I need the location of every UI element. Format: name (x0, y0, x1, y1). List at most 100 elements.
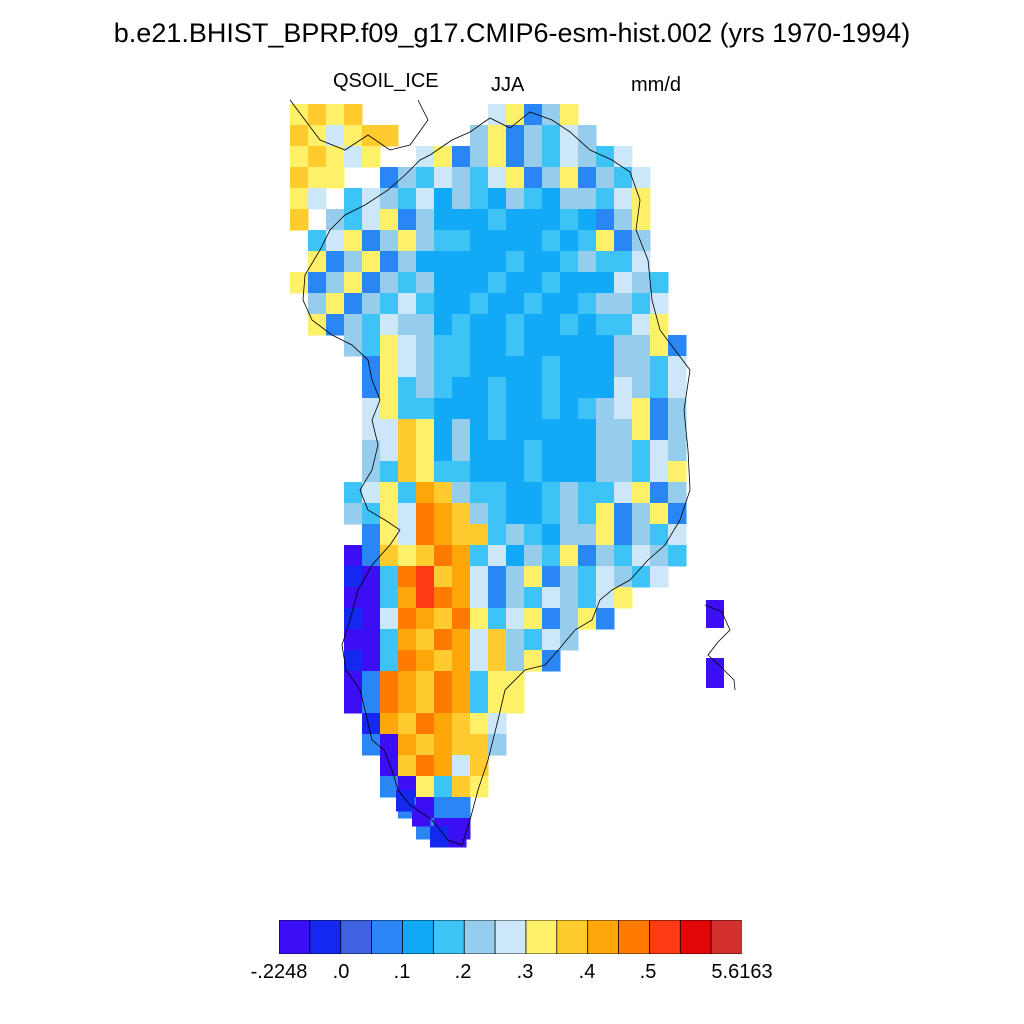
map-cell (362, 734, 381, 756)
map-cell (416, 713, 435, 735)
map-cell (398, 272, 417, 294)
colorbar-swatch (618, 920, 651, 954)
map-cell (524, 146, 543, 168)
map-cell (362, 356, 381, 378)
map-cell (398, 755, 417, 777)
map-cell (398, 377, 417, 399)
colorbar-label-3: .2 (454, 961, 472, 983)
map-cell (398, 188, 417, 210)
map-cell (470, 587, 489, 609)
map-cell (650, 545, 669, 567)
map-cell (614, 587, 633, 609)
map-cell (506, 671, 525, 693)
map-cell (452, 335, 471, 357)
map-cell (524, 482, 543, 504)
map-cell (344, 587, 363, 609)
map-cell (668, 482, 687, 504)
map-cell (506, 167, 525, 189)
map-cell (416, 587, 435, 609)
map-cell (506, 545, 525, 567)
map-cell (506, 335, 525, 357)
colorbar-swatch (494, 920, 527, 954)
map-cell (560, 335, 579, 357)
map-cell (308, 272, 327, 294)
map-cell (380, 608, 399, 630)
map-cell (668, 356, 687, 378)
map-cell (578, 209, 597, 231)
map-cell (488, 209, 507, 231)
map-cell (614, 335, 633, 357)
map-cell (308, 230, 327, 252)
map-cell (614, 314, 633, 336)
map-cell (506, 482, 525, 504)
map-cell (380, 629, 399, 651)
map-cell (416, 188, 435, 210)
map-cell (326, 251, 345, 273)
map-cell (596, 230, 615, 252)
map-cell (506, 356, 525, 378)
map-cell (488, 419, 507, 441)
map-cell (434, 734, 453, 756)
map-cell (326, 104, 345, 126)
map-cell (362, 335, 381, 357)
map-cell (542, 230, 561, 252)
map-cell (470, 503, 489, 525)
colorbar-label-1: .0 (332, 961, 350, 983)
map-cell (344, 251, 363, 273)
map-cell (434, 797, 453, 819)
map-cell (380, 440, 399, 462)
map-cell (380, 524, 399, 546)
map-cell (542, 209, 561, 231)
map-cell (542, 650, 561, 672)
map-cell (380, 125, 399, 147)
map-cell (290, 146, 309, 168)
map-cell (650, 440, 669, 462)
map-cell (614, 167, 633, 189)
map-cell (578, 608, 597, 630)
map-cell (650, 566, 669, 588)
map-cell (470, 482, 489, 504)
map-cell (560, 587, 579, 609)
map-cell (362, 545, 381, 567)
map-cell (448, 826, 467, 848)
map-cell (488, 167, 507, 189)
map-cell (632, 545, 651, 567)
map-cell (434, 461, 453, 483)
map-cell (506, 272, 525, 294)
map-cell (362, 713, 381, 735)
map-cell (488, 503, 507, 525)
map-cell (542, 251, 561, 273)
map-cell (668, 398, 687, 420)
map-cell (596, 608, 615, 630)
map-cell (542, 167, 561, 189)
map-cell (632, 335, 651, 357)
map-cell (398, 482, 417, 504)
map-cell (596, 314, 615, 336)
map-cell (398, 461, 417, 483)
map-cell (578, 167, 597, 189)
map-cell (416, 398, 435, 420)
map-cell (650, 377, 669, 399)
map-cell (362, 629, 381, 651)
map-cell (434, 293, 453, 315)
map-cell (632, 398, 651, 420)
map-cell (488, 482, 507, 504)
map-cell (632, 293, 651, 315)
map-cell (452, 671, 471, 693)
map-cell (452, 545, 471, 567)
map-cell (632, 167, 651, 189)
map-cell (398, 566, 417, 588)
map-cell (416, 671, 435, 693)
map-cell (506, 398, 525, 420)
map-cell (434, 608, 453, 630)
map-cell (344, 314, 363, 336)
map-cell (542, 125, 561, 147)
map-cell (524, 650, 543, 672)
map-cell (344, 104, 363, 126)
map-cell (416, 503, 435, 525)
map-cell (596, 545, 615, 567)
map-cell (434, 188, 453, 210)
map-cell (506, 188, 525, 210)
map-cell (614, 230, 633, 252)
map-cell (524, 398, 543, 420)
